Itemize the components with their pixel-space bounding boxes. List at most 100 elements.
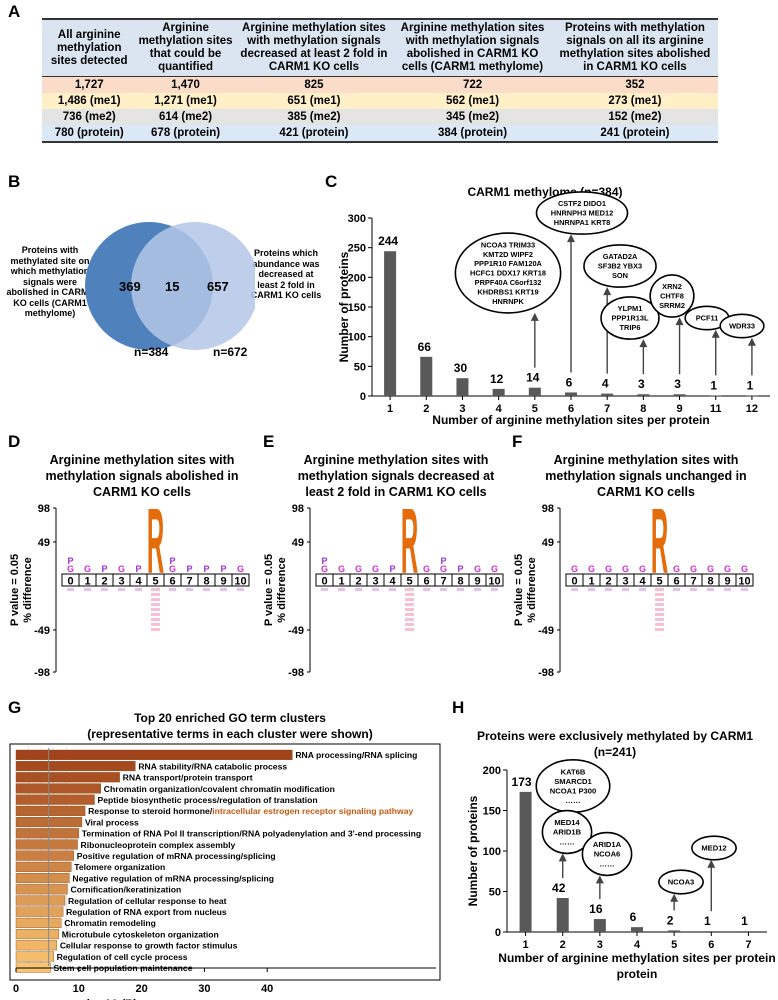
logo-residue: P <box>101 564 107 574</box>
logo-y-tick-label: -49 <box>288 625 304 637</box>
logo-y-tick-label: 49 <box>38 537 50 549</box>
x-tick-label: 6 <box>708 939 714 951</box>
logo-depleted-mark <box>135 588 142 591</box>
logo-depleted-mark <box>220 588 227 591</box>
table-cell: 345 (me2) <box>393 109 552 125</box>
bar <box>15 805 86 816</box>
logo-residue: G <box>169 564 176 574</box>
logo-position-label: 8 <box>707 576 713 588</box>
bar-label: Microtubule cytoskeleton organization <box>62 929 219 939</box>
annotation-c-ellipse <box>600 296 660 340</box>
logo-depleted-mark <box>237 588 244 591</box>
table-cell: 825 <box>234 76 394 93</box>
venn-left-n: n=384 <box>134 345 169 359</box>
logo-residue: P <box>186 564 192 574</box>
logo-position-label: 6 <box>169 576 175 588</box>
logo-depleted-mark <box>405 608 414 611</box>
logo-d: Arginine methylation sites with methylati… <box>9 453 250 679</box>
annotation-c-text: NCOA3 TRIM33 <box>481 240 535 249</box>
x-tick-label: 9 <box>676 403 682 415</box>
bar <box>15 839 78 850</box>
arrow-head <box>675 317 684 326</box>
logo-position-label: 3 <box>372 576 378 588</box>
logo-depleted-mark <box>118 588 125 591</box>
table-cell: 722 <box>393 76 552 93</box>
logo-depleted-mark <box>655 613 664 616</box>
annotation-h-text: …… <box>565 796 580 805</box>
logo-y-tick-label: -49 <box>538 625 554 637</box>
arrow-head <box>670 893 679 902</box>
logo-residue: G <box>639 564 646 574</box>
chart-title: Top 20 enriched GO term clusters <box>134 711 326 725</box>
x-tick-label: 5 <box>532 403 538 415</box>
arrow-head <box>595 875 604 884</box>
x-tick-label: 30 <box>198 983 210 995</box>
bar-label: Viral process <box>85 817 139 827</box>
table-row: 736 (me2) 614 (me2) 385 (me2) 345 (me2) … <box>42 109 718 125</box>
logo-y-label-1: P value = 0.05 <box>9 554 21 626</box>
logo-depleted-mark <box>151 588 160 591</box>
logo-residue: G <box>372 564 379 574</box>
logo-residue: G <box>423 564 430 574</box>
x-tick-label: 6 <box>568 403 574 415</box>
panel-label-a: A <box>8 2 21 21</box>
arrow-head <box>639 339 648 348</box>
logo-position-label: 4 <box>389 576 396 588</box>
annotation-h-text: MED12 <box>701 844 726 853</box>
logo-residue: P <box>169 556 175 566</box>
annotation-c-text: SRRM2 <box>659 301 685 310</box>
table-cell: 152 (me2) <box>551 109 718 125</box>
table-row: 1,727 1,470 825 722 352 <box>42 76 718 93</box>
annotation-c-text: PCF11 <box>696 314 719 323</box>
x-tick-label: 20 <box>135 983 147 995</box>
x-tick-label: 0 <box>13 983 19 995</box>
logo-depleted-mark <box>405 598 414 601</box>
logo-title: CARM1 KO cells <box>93 485 191 499</box>
annotation-c-text: HCFC1 DDX17 KRT18 <box>470 269 546 278</box>
logo-residue: G <box>67 564 74 574</box>
annotation-h-ellipse <box>658 869 704 895</box>
logo-title: methylation signals decreased at <box>298 469 495 483</box>
arrow-head <box>530 312 539 321</box>
annotation-c-text: PPP1R13L <box>612 314 649 323</box>
annotation-h-text: KAT6B <box>561 767 586 776</box>
logo-residue: G <box>673 564 680 574</box>
annotation-c-text: SON <box>612 271 628 280</box>
table-cell: 1,271 (me1) <box>136 93 235 109</box>
bar <box>556 897 569 932</box>
logo-residue: G <box>571 564 578 574</box>
logo-depleted-mark <box>655 603 664 606</box>
y-tick-label: 200 <box>348 272 366 284</box>
logo-title: least 2 fold in CARM1 KO cells <box>305 485 486 499</box>
methylation-summary-table: All arginine methylation sites detected … <box>42 18 718 143</box>
y-axis-label: Number of proteins <box>337 251 351 362</box>
venn-left-label: Proteins with methylated site on which m… <box>6 245 94 318</box>
logo-residue: G <box>491 564 498 574</box>
bar-value-label: 6 <box>630 910 637 924</box>
logo-residue-r: R <box>651 489 668 593</box>
x-tick-label: 1 <box>387 403 393 415</box>
logo-residue: G <box>338 564 345 574</box>
logo-residue: G <box>118 564 125 574</box>
bar-value-label: 6 <box>566 375 573 389</box>
annotation-c-text: KHDRBS1 KRT19 <box>477 287 538 296</box>
bar-value-label: 244 <box>378 234 398 248</box>
bar-value-label: 173 <box>512 775 532 789</box>
logo-residue: G <box>605 564 612 574</box>
table-row: 780 (protein) 678 (protein) 421 (protein… <box>42 125 718 143</box>
logo-depleted-mark <box>151 608 160 611</box>
x-tick-label: 3 <box>459 403 465 415</box>
logo-depleted-mark <box>151 603 160 606</box>
bar <box>15 761 136 772</box>
logo-depleted-mark <box>457 588 464 591</box>
logo-residue: P <box>389 564 395 574</box>
logo-y-label-1: P value = 0.05 <box>513 554 525 626</box>
bar-value-label: 1 <box>710 378 717 392</box>
bar-label: RNA transport/protein transport <box>123 773 253 783</box>
bar-value-label: 42 <box>552 881 566 895</box>
annotation-c-text: HNRNPK <box>492 297 524 306</box>
logo-position-label: 2 <box>101 576 107 588</box>
bar-label: Response to steroid hormone/intracellula… <box>88 806 413 816</box>
logo-position-cell <box>231 573 250 587</box>
logo-position-label: 9 <box>220 576 226 588</box>
